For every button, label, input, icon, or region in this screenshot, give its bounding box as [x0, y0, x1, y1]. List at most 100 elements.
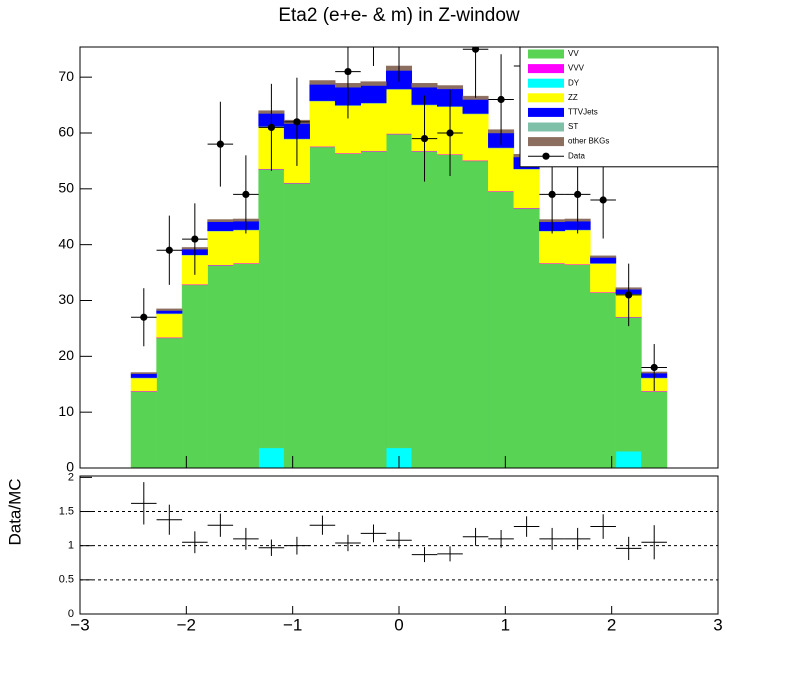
- histogram-bar: [360, 151, 387, 468]
- histogram-bar: [156, 337, 183, 468]
- y-tick-label: 1.5: [59, 505, 74, 517]
- histogram-bar: [309, 80, 336, 85]
- data-point: [344, 67, 352, 76]
- legend-swatch: [528, 64, 564, 74]
- histogram-bar: [130, 377, 157, 392]
- y-tick-label: 60: [58, 124, 74, 140]
- histogram-bar: [309, 146, 336, 468]
- x-tick-label: 2: [607, 615, 616, 634]
- histogram-bar: [181, 284, 208, 468]
- histogram-bar: [437, 154, 464, 468]
- histogram-bar: [207, 231, 234, 266]
- histogram-bar: [360, 85, 387, 104]
- histogram-bar: [564, 264, 591, 468]
- y-tick-label: 1: [68, 540, 74, 552]
- y-axis-label: Data/MC: [5, 478, 24, 545]
- histogram-bar: [513, 169, 540, 209]
- plot-frame: [79, 46, 719, 469]
- histogram-bar: [385, 89, 413, 134]
- y-tick-label: 0: [66, 459, 74, 475]
- histogram-bar: [590, 255, 617, 258]
- y-tick-label: 0.5: [59, 574, 74, 586]
- histogram-bar: [232, 229, 259, 264]
- legend-label: TTVJets: [568, 108, 598, 117]
- y-tick-label: 30: [58, 291, 74, 307]
- histogram-bar: [462, 113, 489, 161]
- legend-swatch: [528, 122, 564, 132]
- histogram-bar: [590, 292, 617, 468]
- histogram-bar: [462, 160, 489, 468]
- data-point: [599, 196, 607, 204]
- histogram-bar: [513, 208, 540, 468]
- histogram-bar: [156, 308, 183, 311]
- histogram-bar: [130, 372, 157, 374]
- legend-swatch: [528, 78, 564, 88]
- histogram-bar: [207, 219, 234, 223]
- histogram-bar: [309, 100, 336, 147]
- data-point: [191, 235, 199, 243]
- histogram-bar: [283, 182, 310, 468]
- histogram-bar: [615, 316, 642, 452]
- histogram-bar: [360, 103, 387, 152]
- histogram-bar: [207, 221, 234, 231]
- legend-swatch: [528, 107, 564, 117]
- y-tick-label: 40: [58, 235, 74, 251]
- histogram-bar: [207, 265, 234, 468]
- y-tick-label: 0: [68, 608, 74, 620]
- y-tick-label: 10: [58, 403, 74, 419]
- y-tick-label: 20: [58, 347, 74, 363]
- histogram-bar: [590, 263, 617, 293]
- histogram-bar: [539, 231, 566, 264]
- histogram-bar: [437, 85, 464, 90]
- histogram-bar: [590, 257, 617, 264]
- histogram-bar: [232, 263, 259, 468]
- histogram-bar: [156, 313, 183, 338]
- data-point: [471, 47, 480, 53]
- legend-swatch: [528, 49, 564, 59]
- histogram-bar: [488, 147, 515, 192]
- x-tick-label: −2: [177, 615, 196, 634]
- legend-label: DY: [568, 78, 580, 87]
- histogram-bar: [156, 310, 183, 314]
- x-tick-label: 1: [501, 615, 510, 634]
- histogram-bar: [258, 169, 285, 449]
- legend-swatch: [528, 137, 564, 147]
- chart-title: Eta2 (e+e- & m) in Z-window: [278, 5, 520, 26]
- histogram-bar: [564, 229, 591, 265]
- x-tick-label: 0: [394, 615, 403, 634]
- data-point: [650, 363, 658, 372]
- histogram-bar: [258, 447, 285, 468]
- data-point: [216, 140, 224, 148]
- y-tick-label: 50: [58, 180, 74, 196]
- main-plot: [130, 47, 668, 468]
- y-tick-label: 70: [58, 68, 74, 84]
- legend-label: ST: [568, 122, 578, 131]
- histogram-bar: [309, 84, 336, 101]
- histogram-bar: [411, 83, 438, 88]
- histogram-bar: [334, 153, 361, 468]
- x-tick-label: −1: [283, 615, 302, 634]
- legend-swatch: [528, 93, 564, 103]
- x-tick-label: 3: [713, 615, 722, 634]
- data-point: [420, 134, 429, 143]
- y-tick-label: 2: [68, 471, 74, 483]
- data-point: [497, 95, 505, 104]
- data-point: [548, 190, 556, 199]
- histogram-bar: [360, 81, 387, 86]
- histogram-bar: [488, 191, 515, 468]
- data-point: [446, 129, 454, 137]
- histogram-bar: [615, 450, 642, 468]
- data-point: [293, 118, 301, 126]
- legend-label: Data: [568, 151, 585, 160]
- histogram-bar: [641, 391, 668, 468]
- histogram-bar: [130, 391, 157, 468]
- histogram-bar: [130, 373, 157, 378]
- data-point: [267, 123, 275, 132]
- legend-label: VVV: [568, 64, 585, 73]
- legend-label: VV: [568, 49, 579, 58]
- histogram-bar: [462, 99, 489, 114]
- histogram-bar: [539, 263, 566, 468]
- histogram-bar: [411, 151, 438, 468]
